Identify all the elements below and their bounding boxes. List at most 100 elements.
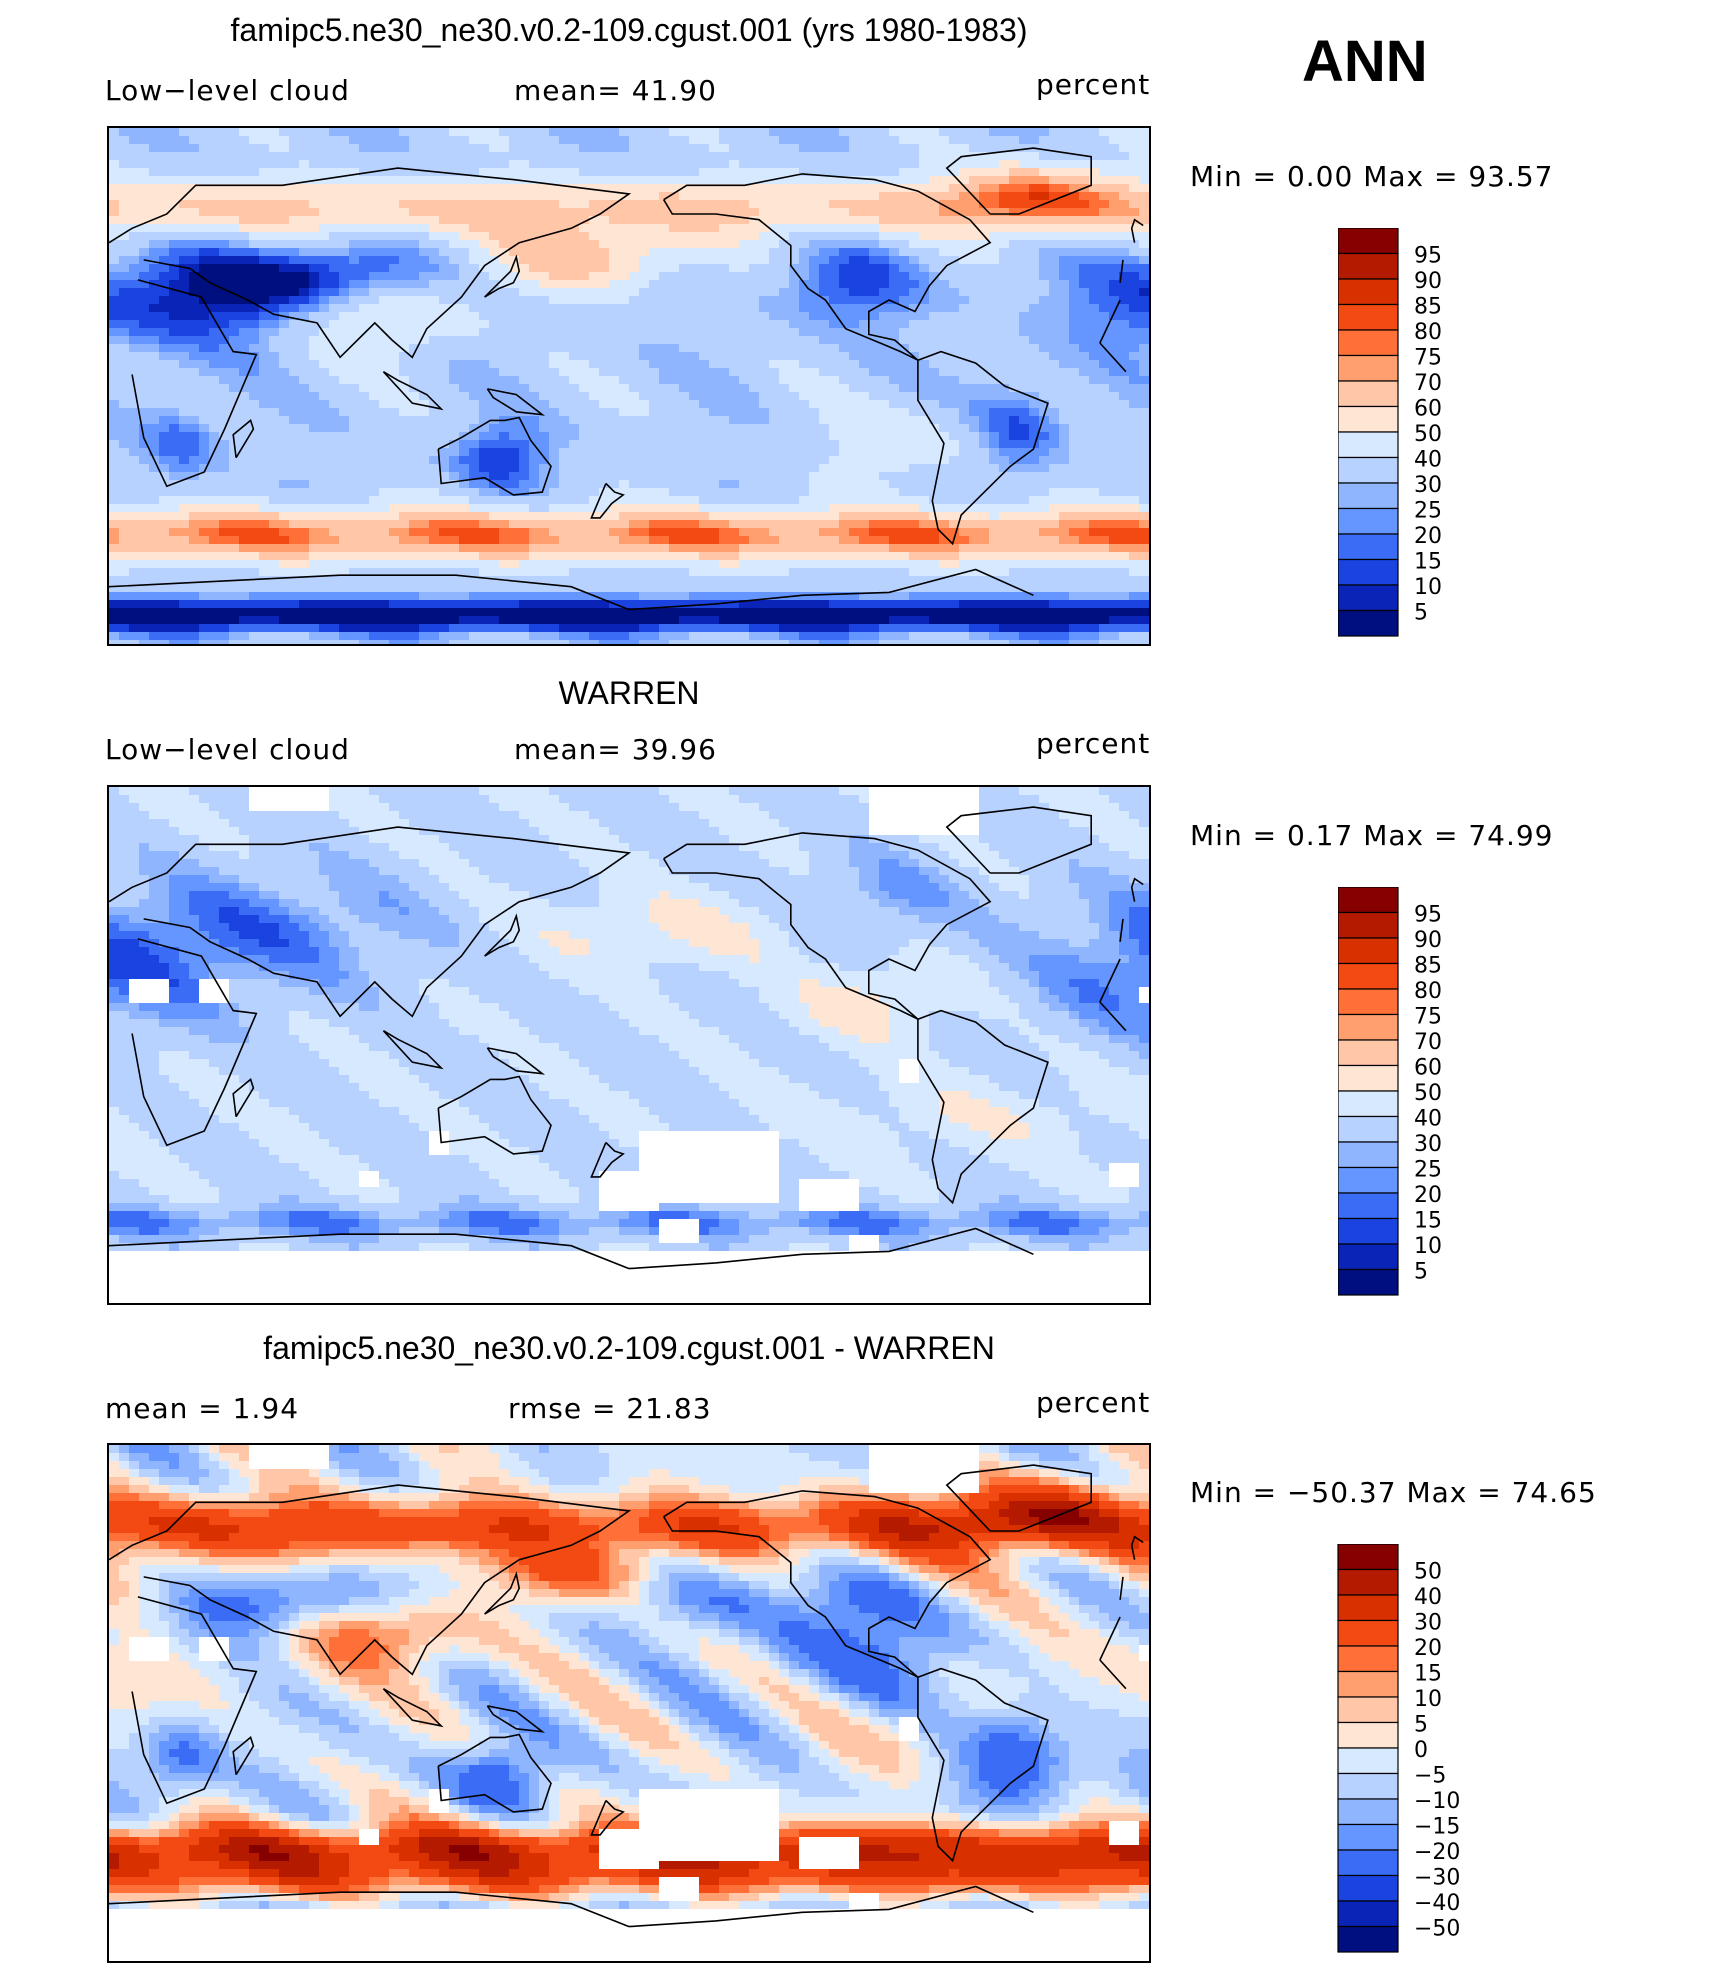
colorbar-swatch <box>1338 1166 1399 1194</box>
panel-2-variable-label: Low−level cloud <box>105 733 350 766</box>
colorbar-tick-label: 40 <box>1414 1585 1442 1610</box>
colorbar-tick-label: 60 <box>1414 1056 1442 1081</box>
colorbar-swatch <box>1338 456 1399 484</box>
panel-3-units-label: percent <box>1036 1386 1150 1419</box>
panel-1-colorbar: 95 90 85 80 75 70 60 50 40 30 25 20 15 10 5 <box>1338 228 1498 644</box>
panel-1-title: famipc5.ne30_ne30.v0.2-109.cgust.001 (yr… <box>107 12 1151 49</box>
colorbar-tick-label: 30 <box>1414 473 1442 498</box>
colorbar-swatch <box>1337 1544 1399 1571</box>
colorbar-swatch <box>1338 988 1399 1016</box>
colorbar-swatch <box>1338 609 1399 637</box>
colorbar-tick-label: 30 <box>1414 1132 1442 1157</box>
colorbar-tick-label: 70 <box>1414 1030 1442 1055</box>
field-cells <box>109 787 1149 1303</box>
coastlines <box>109 806 1144 1270</box>
colorbar-tick-label: 95 <box>1414 903 1442 928</box>
colorbar-swatch <box>1338 1217 1399 1245</box>
colorbar-swatch <box>1338 380 1399 408</box>
panel-2-units-label: percent <box>1036 727 1150 760</box>
panel-2-title: WARREN <box>107 675 1151 712</box>
colorbar-swatch <box>1338 354 1399 382</box>
colorbar-swatch <box>1338 584 1399 612</box>
field-cells <box>109 1445 1149 1961</box>
field-cells <box>109 128 1149 644</box>
panel-1-map <box>107 126 1151 646</box>
panel-1-mean-label: mean= 41.90 <box>514 74 717 107</box>
colorbar-swatch <box>1337 1568 1399 1596</box>
colorbar-swatch <box>1337 1849 1399 1877</box>
colorbar-tick-label: 75 <box>1414 1005 1442 1030</box>
colorbar-swatch <box>1338 962 1399 990</box>
colorbar-tick-label: 40 <box>1414 448 1442 473</box>
colorbar-swatch <box>1338 482 1399 510</box>
panel-3-rmse-label: rmse = 21.83 <box>508 1392 712 1425</box>
colorbar-swatch <box>1337 1823 1399 1851</box>
colorbar-swatch <box>1337 1670 1399 1698</box>
panel-1-minmax: Min = 0.00 Max = 93.57 <box>1190 160 1554 193</box>
colorbar-swatch <box>1338 937 1399 965</box>
colorbar-swatch <box>1338 533 1399 561</box>
colorbar-swatch <box>1338 1243 1399 1271</box>
panel-1-variable-label: Low−level cloud <box>105 74 350 107</box>
colorbar-swatch <box>1338 1141 1399 1169</box>
colorbar-swatch <box>1338 303 1399 331</box>
colorbar-tick-label: −30 <box>1414 1866 1460 1891</box>
colorbar-swatch <box>1338 558 1399 586</box>
coastlines <box>109 147 1144 611</box>
colorbar-tick-label: 20 <box>1414 524 1442 549</box>
colorbar-tick-label: 15 <box>1414 1209 1442 1234</box>
colorbar-swatch <box>1337 1594 1399 1622</box>
colorbar-tick-label: 20 <box>1414 1183 1442 1208</box>
colorbar-swatch <box>1338 887 1399 914</box>
colorbar-tick-label: 50 <box>1414 1560 1442 1585</box>
colorbar-swatch <box>1338 1039 1399 1067</box>
colorbar-swatch <box>1338 1064 1399 1092</box>
panel-3-mean-label: mean = 1.94 <box>105 1392 299 1425</box>
panel-3-title: famipc5.ne30_ne30.v0.2-109.cgust.001 - W… <box>107 1330 1151 1367</box>
colorbar-tick-label: −50 <box>1414 1917 1460 1942</box>
colorbar-tick-label: 10 <box>1414 575 1442 600</box>
colorbar-tick-label: 95 <box>1414 244 1442 269</box>
colorbar-swatch <box>1338 252 1399 280</box>
panel-2-colorbar: 95 90 85 80 75 70 60 50 40 30 25 20 15 10 5 <box>1338 887 1498 1303</box>
colorbar-swatch <box>1338 278 1399 306</box>
colorbar-swatch <box>1338 911 1399 939</box>
colorbar-swatch <box>1337 1798 1399 1826</box>
colorbar-tick-label: 15 <box>1414 1662 1442 1687</box>
colorbar-tick-label: −10 <box>1414 1789 1460 1814</box>
colorbar-tick-label: 60 <box>1414 397 1442 422</box>
colorbar-tick-label: 5 <box>1414 601 1428 626</box>
colorbar-swatch <box>1338 431 1399 459</box>
colorbar-swatch <box>1337 1900 1399 1928</box>
colorbar-swatch <box>1338 1013 1399 1041</box>
colorbar-swatch <box>1338 1268 1399 1296</box>
colorbar-tick-label: 50 <box>1414 422 1442 447</box>
colorbar-swatch <box>1337 1619 1399 1647</box>
colorbar-tick-label: 15 <box>1414 550 1442 575</box>
colorbar-tick-label: 30 <box>1414 1611 1442 1636</box>
colorbar-swatch <box>1337 1747 1399 1775</box>
colorbar-tick-label: 20 <box>1414 1636 1442 1661</box>
colorbar-tick-label: 85 <box>1414 954 1442 979</box>
colorbar-swatch <box>1338 329 1399 357</box>
colorbar-tick-label: 80 <box>1414 979 1442 1004</box>
colorbar-tick-label: 10 <box>1414 1234 1442 1259</box>
panel-2-minmax: Min = 0.17 Max = 74.99 <box>1190 819 1554 852</box>
colorbar-tick-label: 50 <box>1414 1081 1442 1106</box>
colorbar-tick-label: 40 <box>1414 1107 1442 1132</box>
colorbar-tick-label: 85 <box>1414 295 1442 320</box>
colorbar-tick-label: 75 <box>1414 346 1442 371</box>
colorbar-tick-label: 70 <box>1414 371 1442 396</box>
panel-1-units-label: percent <box>1036 68 1150 101</box>
colorbar-swatch <box>1337 1925 1399 1953</box>
colorbar-tick-label: 5 <box>1414 1713 1428 1738</box>
panel-2-mean-label: mean= 39.96 <box>514 733 717 766</box>
colorbar-tick-label: −20 <box>1414 1840 1460 1865</box>
panel-3-map <box>107 1443 1151 1963</box>
colorbar-tick-label: −5 <box>1414 1764 1446 1789</box>
colorbar-swatch <box>1337 1696 1399 1724</box>
colorbar-swatch <box>1338 228 1399 255</box>
colorbar-tick-label: 25 <box>1414 1158 1442 1183</box>
colorbar-swatch <box>1338 1090 1399 1118</box>
colorbar-swatch <box>1338 507 1399 535</box>
